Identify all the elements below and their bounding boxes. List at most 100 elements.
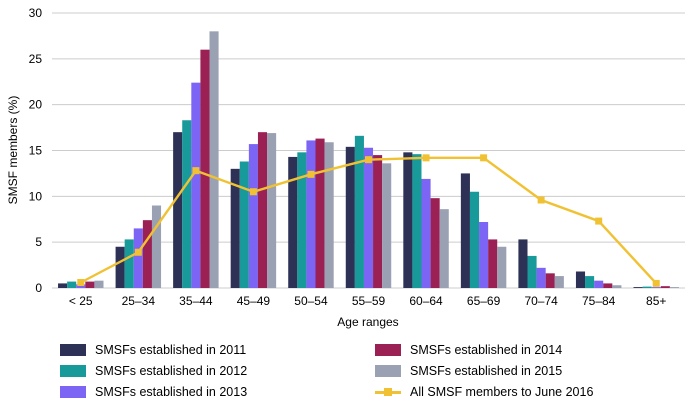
bar-35–44 <box>182 120 192 288</box>
y-tick-label: 30 <box>29 6 43 20</box>
bar-70–74 <box>518 239 528 288</box>
bar-50–54 <box>306 140 316 288</box>
legend-item-2011: SMSFs established in 2011 <box>60 339 375 360</box>
line-marker <box>192 167 200 175</box>
legend-label-2011: SMSFs established in 2011 <box>95 342 247 357</box>
bar-35–44 <box>200 49 210 288</box>
bar-< 25 <box>94 280 104 288</box>
x-tick-label: 70–74 <box>524 294 558 308</box>
x-tick-label: 75–84 <box>582 294 616 308</box>
bar-< 25 <box>58 283 68 288</box>
legend-column-left: SMSFs established in 2011 SMSFs establis… <box>60 339 375 402</box>
bar-75–84 <box>575 271 586 288</box>
bar-< 25 <box>67 281 77 288</box>
bar-65–69 <box>460 173 470 288</box>
bar-45–49 <box>248 144 258 288</box>
legend-swatch-2014-icon <box>375 343 401 356</box>
bar-55–59 <box>373 155 383 288</box>
line-marker <box>422 154 430 162</box>
bar-25–34 <box>115 246 125 288</box>
bar-45–49 <box>267 133 277 288</box>
bar-70–74 <box>545 273 555 288</box>
x-tick-label: 85+ <box>646 294 666 308</box>
legend-swatch-2011-icon <box>60 343 86 356</box>
bar-< 25 <box>85 281 95 288</box>
bar-25–34 <box>151 205 162 288</box>
bar-70–74 <box>554 276 564 288</box>
bar-60–64 <box>439 209 449 288</box>
line-marker <box>249 188 257 196</box>
bar-45–49 <box>257 132 268 288</box>
bar-65–69 <box>497 246 507 288</box>
bar-65–69 <box>469 191 480 288</box>
bar-85+ <box>642 286 652 288</box>
y-tick-label: 15 <box>29 144 43 158</box>
bar-45–49 <box>230 168 240 288</box>
y-tick-label: 25 <box>29 52 43 66</box>
legend-line-marker-icon <box>375 386 401 398</box>
bar-85+ <box>651 287 661 288</box>
bar-35–44 <box>173 132 183 288</box>
chart-plot-area: SMSF members (%) Age ranges 0 5 10 15 20 25 30… <box>6 6 685 329</box>
line-marker <box>480 154 488 162</box>
bar-75–84 <box>612 285 622 288</box>
y-tick-label: 10 <box>29 189 43 203</box>
bar-50–54 <box>297 152 307 288</box>
bar-70–74 <box>536 267 546 288</box>
legend-square-marker-icon <box>384 387 392 396</box>
bar-60–64 <box>412 154 422 288</box>
bar-60–64 <box>430 198 440 288</box>
bar-65–69 <box>479 222 489 288</box>
legend-item-2014: SMSFs established in 2014 <box>375 339 593 360</box>
plot-series: 0 5 10 15 20 25 30 < 25 25–34 35–44 45–49 50–54 55–5… <box>29 6 685 308</box>
x-tick-label: 60–64 <box>409 294 443 308</box>
bar-35–44 <box>191 82 201 289</box>
x-axis-title: Age ranges <box>337 315 398 329</box>
legend-swatch-2013-icon <box>60 385 86 398</box>
line-marker <box>537 196 545 204</box>
x-tick-label: 50–54 <box>294 294 328 308</box>
legend-item-2012: SMSFs established in 2012 <box>60 360 375 381</box>
x-tick-label: 35–44 <box>179 294 213 308</box>
bar-50–54 <box>315 138 325 288</box>
y-axis-title: SMSF members (%) <box>6 96 20 205</box>
bar-85+ <box>633 287 643 288</box>
x-tick-label: 65–69 <box>467 294 501 308</box>
x-tick-label: < 25 <box>69 294 93 308</box>
line-marker <box>307 170 315 178</box>
line-marker <box>595 217 603 225</box>
legend-label-2015: SMSFs established in 2015 <box>410 363 563 378</box>
legend-label-2013: SMSFs established in 2013 <box>95 384 248 399</box>
legend-label-2012: SMSFs established in 2012 <box>95 363 248 378</box>
bar-50–54 <box>288 156 298 288</box>
legend-column-right: SMSFs established in 2014 SMSFs establis… <box>375 339 593 402</box>
legend-item-2015: SMSFs established in 2015 <box>375 360 593 381</box>
bar-75–84 <box>603 283 613 288</box>
line-marker <box>134 248 142 256</box>
bar-< 25 <box>76 284 86 288</box>
bar-65–69 <box>488 239 498 288</box>
bar-35–44 <box>209 31 219 288</box>
legend-item-all-members: All SMSF members to June 2016 <box>375 381 593 402</box>
line-marker <box>365 156 372 164</box>
bar-60–64 <box>403 152 413 288</box>
bar-50–54 <box>324 142 334 288</box>
legend-label-all-members: All SMSF members to June 2016 <box>410 384 594 399</box>
x-tick-label: 55–59 <box>352 294 386 308</box>
bar-25–34 <box>142 220 152 288</box>
y-tick-label: 0 <box>35 281 42 295</box>
legend-label-2014: SMSFs established in 2014 <box>410 342 563 357</box>
bar-85+ <box>669 287 679 288</box>
legend: SMSFs established in 2011 SMSFs establis… <box>60 339 689 402</box>
legend-item-2013: SMSFs established in 2013 <box>60 381 375 402</box>
y-tick-label: 20 <box>29 98 43 112</box>
bar-25–34 <box>133 228 143 288</box>
bar-70–74 <box>527 255 537 288</box>
bar-75–84 <box>594 280 604 288</box>
bar-55–59 <box>354 135 364 288</box>
x-tick-label: 25–34 <box>122 294 156 308</box>
bar-55–59 <box>363 147 374 288</box>
bar-55–59 <box>382 163 392 288</box>
x-tick-label: 45–49 <box>237 294 271 308</box>
